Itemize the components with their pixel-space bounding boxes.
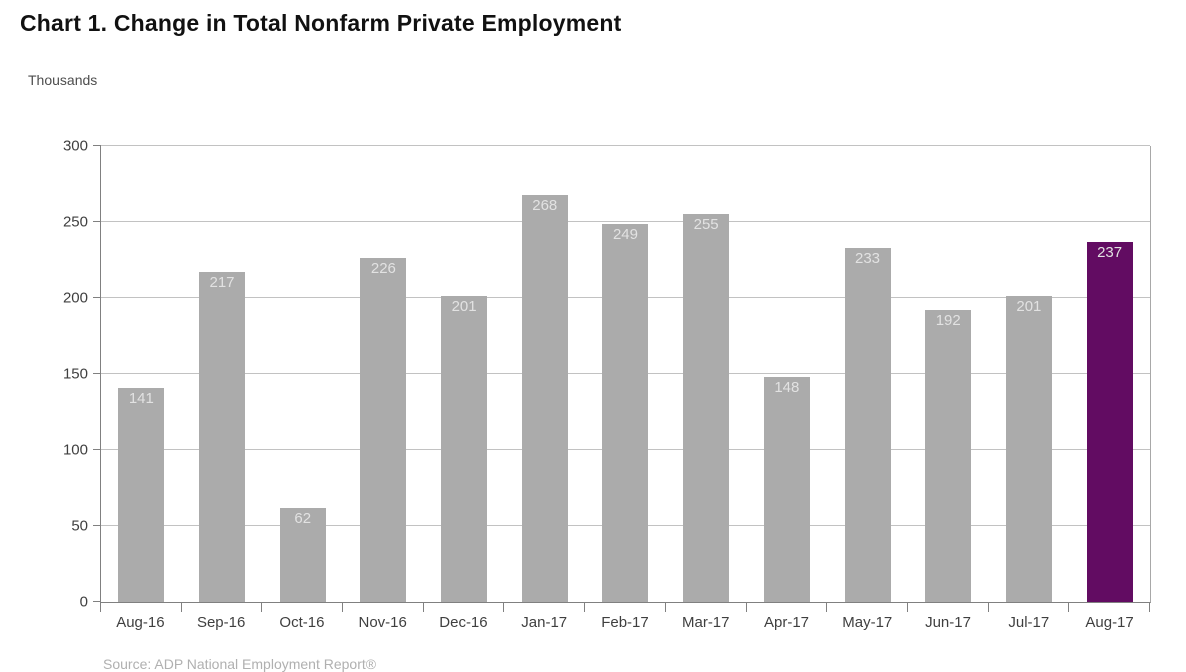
bar-value-label: 62	[294, 509, 312, 527]
bar-value-label: 249	[612, 225, 638, 243]
x-tick-mark	[422, 603, 424, 612]
y-tick-mark	[93, 373, 101, 374]
y-tick-mark	[93, 221, 101, 222]
x-tick-label: Jan-17	[521, 614, 568, 631]
bar-cell: 249	[585, 146, 666, 602]
gridline	[101, 221, 1150, 222]
y-tick-label: 200	[62, 289, 88, 307]
bar-value-label: 192	[935, 312, 961, 330]
x-tick-label: Oct-16	[279, 614, 325, 631]
x-tick-label: Aug-17	[1085, 614, 1134, 631]
bar-value-label: 201	[451, 298, 477, 316]
bar-value-label: 148	[774, 379, 800, 397]
x-tick-mark	[584, 603, 586, 612]
x-tick-mark	[906, 603, 908, 612]
x-tick-mark	[664, 603, 666, 612]
bar-Sep-16: 217	[199, 272, 246, 602]
x-tick-label: Aug-16	[116, 614, 165, 631]
bar-value-label: 237	[1097, 243, 1123, 261]
bar-Jan-17: 268	[521, 194, 568, 602]
x-tick-label: May-17	[842, 614, 893, 631]
x-tick-label: Apr-17	[763, 614, 810, 631]
y-axis-labels: 0 50 100 150 200 250 300	[0, 139, 88, 610]
y-tick-mark	[93, 145, 101, 146]
y-tick-label: 100	[62, 441, 88, 459]
x-tick-label: Jul-17	[1008, 614, 1050, 631]
bar-value-label: 217	[209, 274, 235, 292]
y-tick-label: 300	[62, 137, 88, 155]
x-tick-label: Sep-16	[196, 614, 246, 631]
x-tick-label: Feb-17	[601, 614, 649, 631]
bar-value-label: 226	[370, 260, 396, 278]
x-tick-label: Nov-16	[358, 614, 407, 631]
bar-Aug-17: 237	[1086, 241, 1133, 602]
bar-cell: 148	[747, 146, 828, 602]
y-tick-label: 150	[62, 365, 88, 383]
bar-Jul-17: 201	[1005, 296, 1052, 602]
bar-cell: 255	[666, 146, 747, 602]
x-tick-mark	[503, 603, 505, 612]
bar-Nov-16: 226	[360, 258, 407, 602]
x-tick-mark	[1149, 603, 1150, 612]
x-tick-mark	[745, 603, 747, 612]
y-axis-units-label: Thousands	[28, 72, 98, 88]
x-tick-mark	[987, 603, 989, 612]
bar-series: 141 217 62 226 201 268 249 255 148 233 192 201 237	[101, 146, 1150, 602]
bar-cell: 201	[989, 146, 1070, 602]
bar-value-label: 268	[532, 196, 558, 214]
x-tick-label: Dec-16	[439, 614, 488, 631]
bar-Mar-17: 255	[683, 214, 730, 602]
plot-area: 141 217 62 226 201 268 249 255 148 233 192 201 237	[93, 145, 1151, 612]
bar-cell: 201	[424, 146, 505, 602]
bar-cell: 217	[182, 146, 263, 602]
x-tick-mark	[261, 603, 263, 612]
bar-May-17: 233	[844, 247, 891, 602]
bar-cell: 233	[827, 146, 908, 602]
bar-Jun-17: 192	[925, 310, 972, 602]
bar-cell: 62	[262, 146, 343, 602]
y-tick-mark	[93, 601, 101, 602]
bar-cell: 226	[343, 146, 424, 602]
source-note: Source: ADP National Employment Report®	[103, 656, 377, 672]
bar-Oct-16: 62	[279, 507, 326, 602]
gridline	[101, 145, 1150, 146]
bar-value-label: 141	[128, 389, 154, 407]
y-tick-label: 0	[79, 593, 88, 611]
x-tick-mark	[100, 603, 101, 612]
x-tick-mark	[826, 603, 828, 612]
bar-Dec-16: 201	[441, 296, 488, 602]
x-tick-label: Jun-17	[925, 614, 971, 631]
y-tick-mark	[93, 449, 101, 451]
bar-Feb-17: 249	[602, 223, 649, 602]
y-tick-label: 250	[62, 213, 88, 231]
y-tick-label: 50	[71, 517, 88, 535]
bar-value-label: 233	[855, 249, 881, 267]
bar-Apr-17: 148	[763, 377, 810, 602]
bar-value-label: 201	[1016, 298, 1042, 316]
bar-value-label: 255	[693, 216, 719, 234]
x-tick-mark	[342, 603, 344, 612]
bar-cell: 268	[504, 146, 585, 602]
bar-cell: 192	[908, 146, 989, 602]
y-tick-mark	[93, 525, 101, 527]
x-tick-mark	[180, 603, 182, 612]
bar-cell: 141	[101, 146, 182, 602]
bar-Aug-16: 141	[118, 387, 165, 602]
x-tick-mark	[1068, 603, 1070, 612]
chart-title: Chart 1. Change in Total Nonfarm Private…	[20, 10, 622, 36]
y-tick-mark	[93, 297, 101, 299]
x-axis-labels: Aug-16 Sep-16 Oct-16 Nov-16 Dec-16 Jan-17 Feb-…	[100, 614, 1150, 631]
bar-cell: 237	[1069, 146, 1150, 602]
x-tick-label: Mar-17	[681, 614, 730, 631]
